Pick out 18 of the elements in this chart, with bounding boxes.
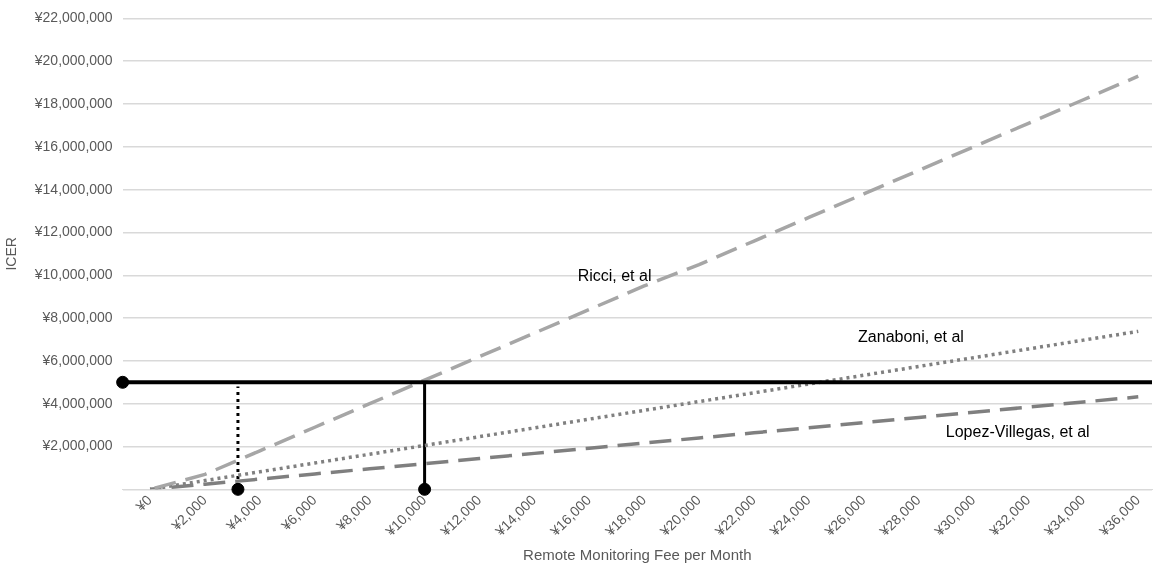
- y-tick-label: ¥12,000,000: [33, 223, 113, 240]
- series-label: Zanaboni, et al: [858, 328, 964, 346]
- y-tick-label: ¥22,000,000: [33, 9, 113, 26]
- y-tick-label: ¥10,000,000: [33, 266, 113, 283]
- series-label: Lopez-Villegas, et al: [945, 422, 1090, 440]
- y-tick-label: ¥8,000,000: [41, 308, 113, 325]
- y-tick-label: ¥14,000,000: [33, 180, 113, 197]
- y-tick-label: ¥18,000,000: [33, 94, 113, 111]
- x-axis-title: Remote Monitoring Fee per Month: [523, 546, 752, 564]
- line-series: [148, 329, 1141, 490]
- y-tick-label: ¥16,000,000: [33, 137, 113, 154]
- x-tick-label: ¥0: [131, 491, 156, 515]
- y-tick-label: ¥4,000,000: [41, 394, 113, 411]
- y-tick-label: ¥2,000,000: [41, 437, 113, 454]
- series-label: Ricci, et al: [577, 267, 652, 285]
- y-axis-title: ICER: [3, 237, 20, 271]
- y-tick-label: ¥20,000,000: [33, 52, 113, 69]
- y-tick-label: ¥6,000,000: [41, 351, 113, 368]
